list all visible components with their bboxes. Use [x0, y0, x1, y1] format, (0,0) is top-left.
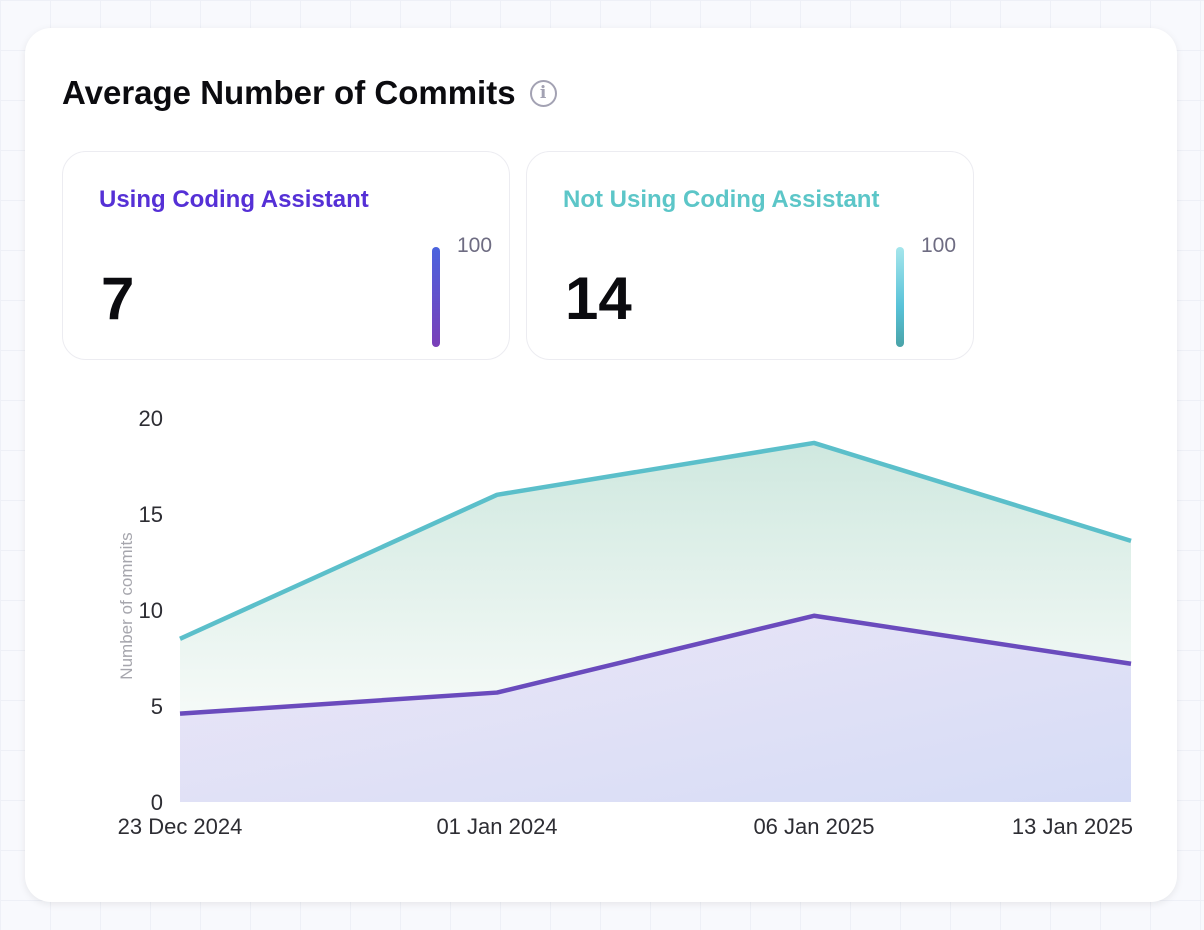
stat-gauge-bar: [432, 247, 440, 347]
x-tick-label: 13 Jan 2025: [1012, 814, 1133, 839]
series-line-0: [179, 440, 1132, 641]
y-tick-label: 20: [139, 406, 163, 431]
stat-label: Using Coding Assistant: [99, 186, 369, 213]
stat-card-using: Using Coding Assistant 7 100: [62, 151, 510, 360]
series-area-1: [180, 615, 1131, 802]
x-tick-label: 06 Jan 2025: [753, 814, 874, 839]
title-text: Average Number of Commits: [62, 74, 516, 111]
x-tick-label: 01 Jan 2024: [436, 814, 557, 839]
y-axis-label: Number of commits: [117, 532, 136, 679]
stat-gauge-max: 100: [921, 234, 957, 257]
stat-value: 7: [101, 265, 135, 332]
stat-gauge-max: 100: [457, 234, 493, 257]
y-tick-label: 10: [139, 598, 163, 623]
card-title: Average Number of Commits i: [62, 74, 557, 112]
info-icon[interactable]: i: [529, 79, 557, 107]
stat-gauge-bar: [896, 247, 904, 347]
y-tick-label: 15: [139, 502, 163, 527]
y-tick-label: 5: [151, 694, 163, 719]
y-tick-label: 0: [151, 790, 163, 815]
series-line-1: [179, 613, 1132, 716]
stat-value: 14: [565, 265, 632, 332]
stat-label: Not Using Coding Assistant: [563, 186, 880, 213]
x-tick-label: 23 Dec 2024: [118, 814, 243, 839]
stat-card-not-using: Not Using Coding Assistant 14 100: [526, 151, 974, 360]
